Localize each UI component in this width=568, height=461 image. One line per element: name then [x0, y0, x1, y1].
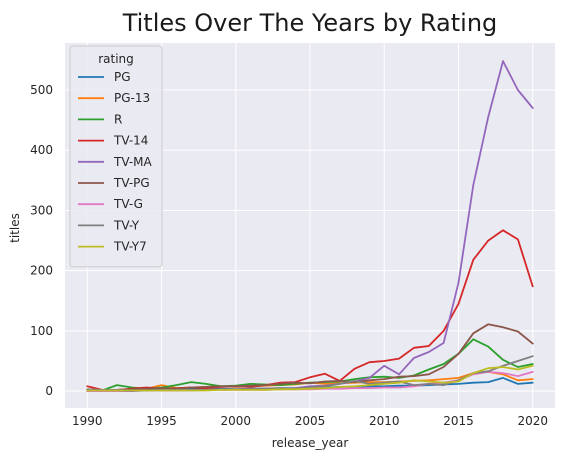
x-tick-label: 1990: [72, 414, 103, 428]
x-tick-label: 1995: [146, 414, 177, 428]
series-line-tv-y7: [86, 364, 534, 392]
legend-label: R: [114, 112, 122, 126]
legend-label: TV-Y: [113, 218, 140, 232]
x-axis-label: release_year: [272, 436, 349, 450]
legend: rating PG PG-13 R TV-14 TV-MA TV-PG TV-G TV-Y TV-…: [69, 45, 163, 268]
x-tick-label: 2015: [443, 414, 474, 428]
y-tick-label: 100: [30, 324, 53, 338]
legend-box: [69, 45, 163, 268]
x-tick-label: 2010: [369, 414, 400, 428]
x-tick-label: 2000: [220, 414, 251, 428]
y-axis-label: titles: [8, 213, 22, 243]
series-line-tv-pg: [86, 323, 534, 392]
y-tick-label: 0: [45, 384, 53, 398]
legend-label: TV-14: [113, 134, 148, 148]
legend-label: TV-G: [113, 197, 143, 211]
x-tick-label: 2020: [517, 414, 548, 428]
legend-title: rating: [98, 52, 134, 66]
legend-label: TV-MA: [113, 155, 153, 169]
y-tick-label: 400: [30, 143, 53, 157]
legend-label: TV-PG: [113, 176, 150, 190]
x-tick-label: 2005: [295, 414, 326, 428]
y-tick-label: 300: [30, 203, 53, 217]
legend-label: TV-Y7: [113, 240, 147, 254]
legend-label: PG: [114, 70, 131, 84]
y-tick-label: 500: [30, 83, 53, 97]
chart-title: Titles Over The Years by Rating: [122, 9, 498, 37]
legend-label: PG-13: [114, 91, 150, 105]
y-tick-label: 200: [30, 264, 53, 278]
